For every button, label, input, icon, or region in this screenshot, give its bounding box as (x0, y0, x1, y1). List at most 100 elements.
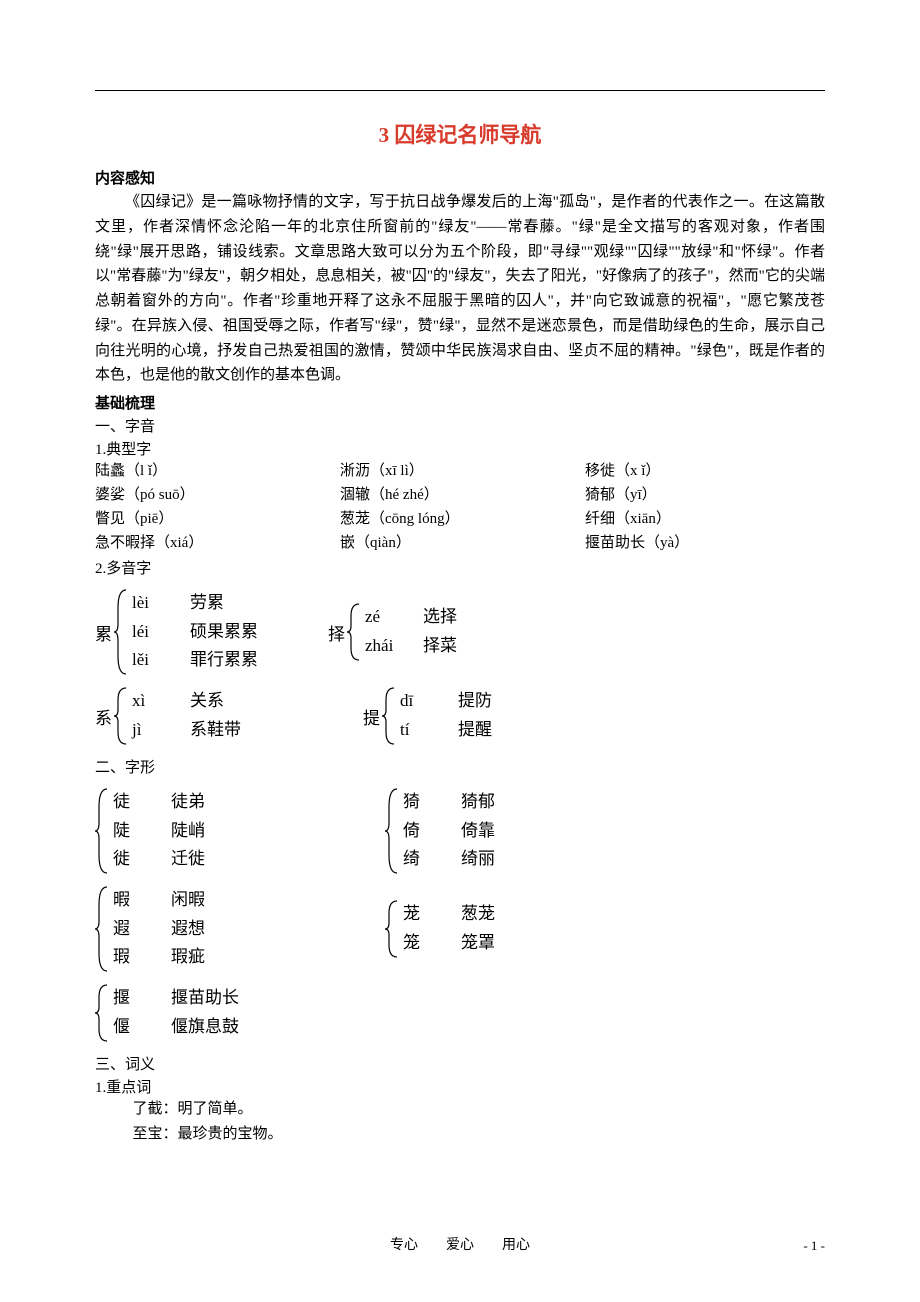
brace-content: zé选择 zhái择菜 (365, 603, 457, 661)
char: 揠 (113, 984, 153, 1013)
char: 瑕 (113, 943, 153, 972)
char: 遐 (113, 915, 153, 944)
word: 偃旗息鼓 (171, 1013, 239, 1042)
subhead-ciyi: 三、词义 (95, 1053, 825, 1074)
brace-icon (382, 686, 396, 746)
pinyin-cell: 急不暇择（xiá） (95, 531, 340, 555)
word: 猗郁 (461, 788, 495, 817)
word: 葱茏 (461, 900, 495, 929)
brace-group-tu: 徒徒弟 陡陡峭 徙迁徙 (95, 787, 205, 875)
brace-row: 暇闲暇 遐遐想 瑕瑕疵 茏葱茏 笼笼罩 (95, 885, 825, 973)
brace-content: 徒徒弟 陡陡峭 徙迁徙 (113, 788, 205, 875)
pinyin-row: 急不暇择（xiá） 嵌（qiàn） 揠苗助长（yà） (95, 531, 825, 555)
brace-row: 累 lèi劳累 léi硕果累累 lěi罪行累累 择 zé选择 zhái择菜 (95, 588, 825, 676)
char: 倚 (403, 817, 443, 846)
word: 揠苗助长 (171, 984, 239, 1013)
word: 择菜 (423, 632, 457, 661)
word: 遐想 (171, 915, 205, 944)
char: 徙 (113, 845, 153, 874)
word: 硕果累累 (190, 618, 258, 647)
brace-content: 揠揠苗助长 偃偃旗息鼓 (113, 984, 239, 1042)
pinyin-cell: 纤细（xiān） (585, 507, 825, 531)
word: 选择 (423, 603, 457, 632)
pinyin-cell: 婆娑（pó suō） (95, 483, 340, 507)
brace-icon (114, 588, 128, 676)
brace-content: 暇闲暇 遐遐想 瑕瑕疵 (113, 886, 205, 973)
brace-group-ze: 择 zé选择 zhái择菜 (328, 588, 457, 676)
brace-icon (95, 983, 109, 1043)
definition: 了截：明了简单。 (95, 1097, 825, 1122)
pinyin-cell: 猗郁（yī） (585, 483, 825, 507)
word: 闲暇 (171, 886, 205, 915)
section-head-content: 内容感知 (95, 167, 825, 188)
brace-row: 系 xì关系 jì系鞋带 提 dī提防 tí提醒 (95, 686, 825, 746)
pinyin-grid: 陆蠡（l ǐ） 淅沥（xī lì） 移徙（x ǐ） 婆娑（pó suō） 涸辙（… (95, 459, 825, 555)
brace-icon (114, 686, 128, 746)
word: 倚靠 (461, 817, 495, 846)
brace-group-xia: 暇闲暇 遐遐想 瑕瑕疵 (95, 885, 205, 973)
pinyin: léi (132, 618, 172, 647)
brace-icon (95, 787, 109, 875)
subhead-zhongdianci: 1.重点词 (95, 1076, 825, 1097)
char: 笼 (403, 929, 443, 958)
pinyin-cell: 葱茏（cōng lóng） (340, 507, 585, 531)
word: 徒弟 (171, 788, 205, 817)
pinyin-row: 婆娑（pó suō） 涸辙（hé zhé） 猗郁（yī） (95, 483, 825, 507)
subhead-duoyinzi: 2.多音字 (95, 557, 825, 578)
word: 陡峭 (171, 817, 205, 846)
definition: 至宝：最珍贵的宝物。 (95, 1122, 825, 1147)
pinyin-cell: 淅沥（xī lì） (340, 459, 585, 483)
pinyin: zé (365, 603, 405, 632)
brace-group-lei: 累 lèi 劳累 léi 硕果累累 lěi 罪行累累 (95, 588, 258, 676)
brace-label: 系 (95, 704, 112, 729)
footer-text: 专心 爱心 用心 (0, 1234, 920, 1254)
word: 瑕疵 (171, 943, 205, 972)
brace-label: 提 (363, 704, 380, 729)
word: 提醒 (458, 716, 492, 745)
definition-list: 了截：明了简单。 至宝：最珍贵的宝物。 (95, 1097, 825, 1147)
char: 偃 (113, 1013, 153, 1042)
brace-group-ya: 揠揠苗助长 偃偃旗息鼓 (95, 983, 239, 1043)
pinyin-row: 瞥见（piē） 葱茏（cōng lóng） 纤细（xiān） (95, 507, 825, 531)
pinyin: lèi (132, 589, 172, 618)
pinyin-cell: 嵌（qiàn） (340, 531, 585, 555)
brace-icon (385, 787, 399, 875)
brace-content: 猗猗郁 倚倚靠 绮绮丽 (403, 788, 495, 875)
brace-group-yi: 猗猗郁 倚倚靠 绮绮丽 (385, 787, 495, 875)
word: 罪行累累 (190, 646, 258, 675)
pinyin: lěi (132, 646, 172, 675)
horizontal-rule (95, 90, 825, 91)
brace-label: 累 (95, 620, 112, 645)
subhead-ziyin: 一、字音 (95, 415, 825, 436)
content-paragraph: 《囚绿记》是一篇咏物抒情的文字，写于抗日战争爆发后的上海"孤岛"，是作者的代表作… (95, 190, 825, 388)
char: 暇 (113, 886, 153, 915)
word: 笼罩 (461, 929, 495, 958)
char: 绮 (403, 845, 443, 874)
word: 关系 (190, 687, 224, 716)
pinyin: dī (400, 687, 440, 716)
brace-icon (95, 885, 109, 973)
pinyin: xì (132, 687, 172, 716)
page-number: - 1 - (803, 1238, 825, 1254)
word: 劳累 (190, 589, 224, 618)
subhead-zixing: 二、字形 (95, 756, 825, 777)
brace-group-xi: 系 xì 关系 jì 系鞋带 (95, 686, 241, 746)
char: 徒 (113, 788, 153, 817)
word: 提防 (458, 687, 492, 716)
brace-icon (385, 899, 399, 959)
pinyin-cell: 涸辙（hé zhé） (340, 483, 585, 507)
pinyin-cell: 瞥见（piē） (95, 507, 340, 531)
char: 茏 (403, 900, 443, 929)
brace-content: 茏葱茏 笼笼罩 (403, 900, 495, 958)
word: 系鞋带 (190, 716, 241, 745)
pinyin-row: 陆蠡（l ǐ） 淅沥（xī lì） 移徙（x ǐ） (95, 459, 825, 483)
pinyin-cell: 揠苗助长（yà） (585, 531, 825, 555)
pinyin: jì (132, 716, 172, 745)
word: 迁徙 (171, 845, 205, 874)
brace-content: xì 关系 jì 系鞋带 (132, 687, 241, 745)
page-title: 3 囚绿记名师导航 (95, 119, 825, 149)
brace-label: 择 (328, 620, 345, 645)
brace-group-long: 茏葱茏 笼笼罩 (385, 885, 495, 973)
brace-row: 徒徒弟 陡陡峭 徙迁徙 猗猗郁 倚倚靠 绮绮丽 (95, 787, 825, 875)
brace-row: 揠揠苗助长 偃偃旗息鼓 (95, 983, 825, 1043)
